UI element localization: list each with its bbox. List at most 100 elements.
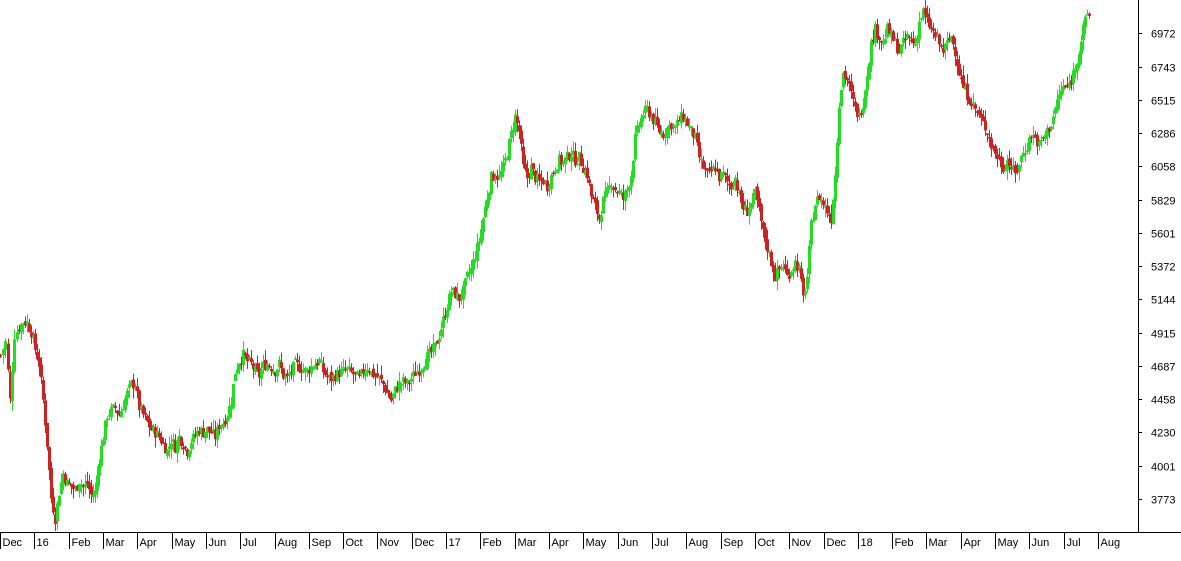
candle-body [864, 90, 867, 108]
candle-body [1032, 135, 1035, 138]
candle-body [968, 98, 971, 104]
candle-body [140, 405, 143, 410]
candle-body [186, 449, 189, 457]
candle-body [642, 115, 645, 119]
candle-body [48, 447, 51, 470]
candle-body [434, 342, 437, 347]
candle-body [404, 378, 407, 384]
x-tick-label: Mar [929, 537, 948, 549]
candle-body [938, 34, 941, 45]
candle-body [992, 146, 995, 149]
candle-body [804, 291, 807, 295]
candle-body [192, 433, 195, 443]
candle-body [624, 190, 627, 201]
candle-body [348, 366, 351, 368]
candle-body [862, 107, 865, 114]
candle-body [786, 268, 789, 275]
candle-body [390, 396, 393, 401]
candle-body [978, 110, 981, 115]
candle-body [198, 431, 201, 435]
candle-body [426, 352, 429, 369]
candle-body [662, 133, 665, 138]
candle-body [724, 173, 727, 176]
candle-body [536, 174, 539, 182]
candle-body [76, 485, 79, 491]
candle-body [158, 432, 161, 438]
candle-body [834, 175, 837, 202]
candle-body [1042, 137, 1045, 139]
candle-body [520, 130, 523, 144]
candle-body [500, 170, 503, 177]
x-tick-label: Jun [1032, 537, 1050, 549]
candle-body [664, 135, 667, 137]
candle-body [528, 176, 531, 178]
candle-body [78, 484, 81, 492]
candle-body [318, 359, 321, 364]
x-tick-label: Nov [792, 537, 812, 549]
candle-body [798, 265, 801, 269]
y-tick-label: 4687 [1151, 362, 1175, 374]
candle-body [822, 200, 825, 206]
candle-body [816, 196, 819, 205]
candle-body [840, 90, 843, 107]
candle-body [582, 167, 585, 173]
candle-body [324, 369, 327, 375]
candle-body [1056, 99, 1059, 111]
x-tick-label: Dec [415, 537, 435, 549]
candle-body [252, 363, 255, 369]
candle-body [812, 220, 815, 223]
x-tick-label: May [175, 537, 196, 549]
candle-body [486, 199, 489, 209]
candle-body [912, 38, 915, 44]
candle-body [882, 41, 885, 45]
candle-body [1002, 164, 1005, 173]
candle-body [668, 124, 671, 131]
y-tick-label: 4001 [1151, 462, 1175, 474]
candle-body [948, 37, 951, 41]
candle-body [66, 479, 69, 486]
candle-body [790, 272, 793, 277]
candle-body [884, 39, 887, 44]
candle-body [760, 204, 763, 221]
candle-body [718, 168, 721, 182]
candle-body [560, 155, 563, 165]
candle-body [896, 38, 899, 54]
candle-body [132, 379, 135, 389]
candle-body [482, 218, 485, 233]
candle-body [1064, 85, 1067, 88]
candle-body [626, 189, 629, 192]
y-tick-label: 3773 [1151, 495, 1175, 507]
candle-body [732, 187, 735, 190]
candle-body [568, 153, 571, 161]
candle-body [1044, 134, 1047, 140]
candle-body [308, 370, 311, 374]
candle-body [180, 437, 183, 447]
candle-body [910, 39, 913, 42]
candle-body [24, 321, 27, 326]
candle-body [226, 417, 229, 422]
candle-body [90, 486, 93, 495]
candle-body [776, 268, 779, 281]
candle-body [204, 432, 207, 439]
candle-body [1012, 165, 1015, 170]
y-tick-label: 6972 [1151, 29, 1175, 41]
x-tick-label: Apr [552, 537, 569, 549]
candle-body [586, 167, 589, 179]
candle-body [612, 188, 615, 190]
candle-body [294, 358, 297, 360]
candle-body [890, 30, 893, 37]
candle-body [0, 354, 2, 357]
candle-body [704, 168, 707, 170]
candle-body [1060, 90, 1063, 96]
candle-body [168, 446, 171, 449]
candle-body [420, 370, 423, 373]
candle-body [722, 171, 725, 174]
candle-body [686, 118, 689, 126]
candle-body [658, 124, 661, 133]
candle-body [636, 125, 639, 133]
candle-body [164, 443, 167, 454]
candle-body [1074, 68, 1077, 73]
candle-body [386, 389, 389, 393]
candle-body [720, 172, 723, 180]
candle-body [502, 162, 505, 172]
